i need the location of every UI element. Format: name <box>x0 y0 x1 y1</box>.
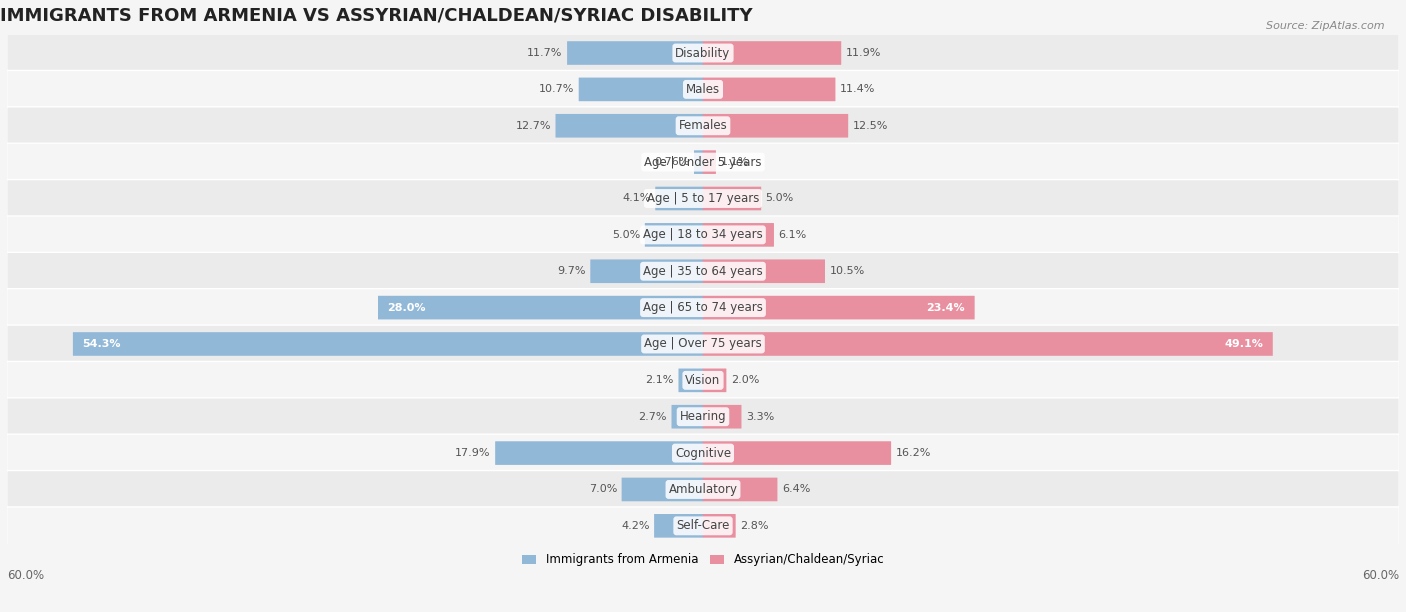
Text: Age | Under 5 years: Age | Under 5 years <box>644 155 762 169</box>
FancyBboxPatch shape <box>703 441 891 465</box>
FancyBboxPatch shape <box>7 362 1399 399</box>
FancyBboxPatch shape <box>7 34 1399 72</box>
Text: Ambulatory: Ambulatory <box>668 483 738 496</box>
Text: 2.1%: 2.1% <box>645 375 673 386</box>
FancyBboxPatch shape <box>73 332 703 356</box>
Text: 23.4%: 23.4% <box>927 302 965 313</box>
FancyBboxPatch shape <box>7 179 1399 217</box>
Text: 2.8%: 2.8% <box>740 521 769 531</box>
FancyBboxPatch shape <box>703 223 773 247</box>
FancyBboxPatch shape <box>567 41 703 65</box>
Text: 12.7%: 12.7% <box>516 121 551 131</box>
Text: Age | 65 to 74 years: Age | 65 to 74 years <box>643 301 763 314</box>
Text: 11.4%: 11.4% <box>839 84 876 94</box>
Text: Males: Males <box>686 83 720 96</box>
Text: 4.1%: 4.1% <box>623 193 651 204</box>
Text: Source: ZipAtlas.com: Source: ZipAtlas.com <box>1267 21 1385 31</box>
Text: 5.0%: 5.0% <box>612 230 640 240</box>
Text: 6.1%: 6.1% <box>779 230 807 240</box>
FancyBboxPatch shape <box>703 187 761 211</box>
Text: 3.3%: 3.3% <box>747 412 775 422</box>
FancyBboxPatch shape <box>672 405 703 428</box>
Text: 2.7%: 2.7% <box>638 412 666 422</box>
FancyBboxPatch shape <box>378 296 703 319</box>
FancyBboxPatch shape <box>703 368 727 392</box>
Text: 2.0%: 2.0% <box>731 375 759 386</box>
Text: 0.76%: 0.76% <box>654 157 689 167</box>
Text: IMMIGRANTS FROM ARMENIA VS ASSYRIAN/CHALDEAN/SYRIAC DISABILITY: IMMIGRANTS FROM ARMENIA VS ASSYRIAN/CHAL… <box>0 7 752 25</box>
FancyBboxPatch shape <box>703 259 825 283</box>
FancyBboxPatch shape <box>703 114 848 138</box>
Text: 11.7%: 11.7% <box>527 48 562 58</box>
FancyBboxPatch shape <box>7 143 1399 181</box>
Text: 12.5%: 12.5% <box>852 121 889 131</box>
Text: Females: Females <box>679 119 727 132</box>
Text: Self-Care: Self-Care <box>676 520 730 532</box>
Text: 6.4%: 6.4% <box>782 485 810 494</box>
FancyBboxPatch shape <box>703 477 778 501</box>
FancyBboxPatch shape <box>621 477 703 501</box>
Text: 28.0%: 28.0% <box>388 302 426 313</box>
Text: Cognitive: Cognitive <box>675 447 731 460</box>
FancyBboxPatch shape <box>7 252 1399 290</box>
Text: 60.0%: 60.0% <box>1362 570 1399 583</box>
Text: 17.9%: 17.9% <box>456 448 491 458</box>
FancyBboxPatch shape <box>645 223 703 247</box>
FancyBboxPatch shape <box>695 151 703 174</box>
Text: 4.2%: 4.2% <box>621 521 650 531</box>
Text: Hearing: Hearing <box>679 410 727 424</box>
Text: Age | 35 to 64 years: Age | 35 to 64 years <box>643 265 763 278</box>
FancyBboxPatch shape <box>7 70 1399 108</box>
Text: 54.3%: 54.3% <box>83 339 121 349</box>
Text: Age | Over 75 years: Age | Over 75 years <box>644 337 762 351</box>
Text: 5.0%: 5.0% <box>766 193 794 204</box>
FancyBboxPatch shape <box>495 441 703 465</box>
Text: Age | 18 to 34 years: Age | 18 to 34 years <box>643 228 763 241</box>
FancyBboxPatch shape <box>703 405 741 428</box>
FancyBboxPatch shape <box>7 216 1399 254</box>
Text: 16.2%: 16.2% <box>896 448 931 458</box>
Text: 9.7%: 9.7% <box>557 266 586 276</box>
FancyBboxPatch shape <box>703 78 835 101</box>
FancyBboxPatch shape <box>679 368 703 392</box>
FancyBboxPatch shape <box>7 325 1399 363</box>
FancyBboxPatch shape <box>7 507 1399 545</box>
Text: Vision: Vision <box>685 374 721 387</box>
FancyBboxPatch shape <box>7 471 1399 509</box>
Legend: Immigrants from Armenia, Assyrian/Chaldean/Syriac: Immigrants from Armenia, Assyrian/Chalde… <box>517 549 889 571</box>
FancyBboxPatch shape <box>654 514 703 538</box>
FancyBboxPatch shape <box>591 259 703 283</box>
FancyBboxPatch shape <box>7 289 1399 327</box>
FancyBboxPatch shape <box>703 296 974 319</box>
FancyBboxPatch shape <box>703 332 1272 356</box>
FancyBboxPatch shape <box>655 187 703 211</box>
Text: 1.1%: 1.1% <box>720 157 748 167</box>
FancyBboxPatch shape <box>7 107 1399 144</box>
Text: 10.5%: 10.5% <box>830 266 865 276</box>
Text: 7.0%: 7.0% <box>589 485 617 494</box>
Text: Age | 5 to 17 years: Age | 5 to 17 years <box>647 192 759 205</box>
FancyBboxPatch shape <box>579 78 703 101</box>
FancyBboxPatch shape <box>703 41 841 65</box>
Text: 11.9%: 11.9% <box>845 48 882 58</box>
FancyBboxPatch shape <box>703 514 735 538</box>
Text: Disability: Disability <box>675 47 731 59</box>
Text: 60.0%: 60.0% <box>7 570 44 583</box>
FancyBboxPatch shape <box>703 151 716 174</box>
Text: 49.1%: 49.1% <box>1225 339 1264 349</box>
FancyBboxPatch shape <box>555 114 703 138</box>
Text: 10.7%: 10.7% <box>538 84 574 94</box>
FancyBboxPatch shape <box>7 398 1399 436</box>
FancyBboxPatch shape <box>7 434 1399 472</box>
